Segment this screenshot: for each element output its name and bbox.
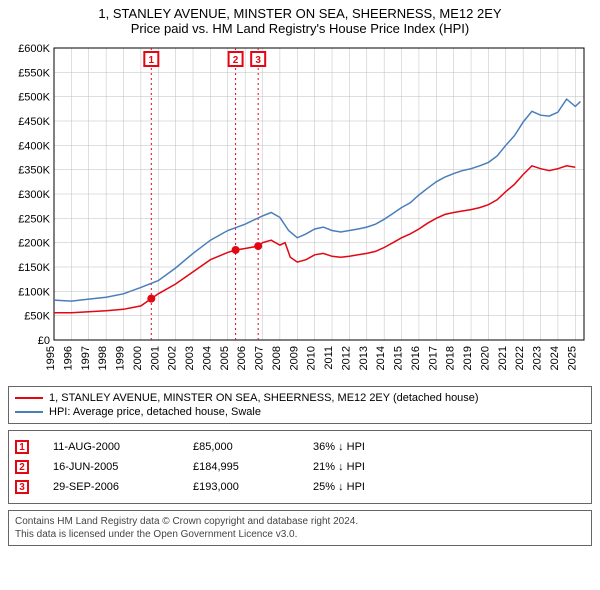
svg-text:£600K: £600K (18, 43, 50, 55)
transaction-diff: 21% ↓ HPI (313, 461, 433, 473)
transaction-row: 2 16-JUN-2005£184,99521% ↓ HPI (15, 457, 585, 477)
svg-text:£250K: £250K (18, 213, 50, 225)
svg-text:£50K: £50K (24, 311, 50, 323)
svg-text:2010: 2010 (306, 346, 318, 370)
transaction-date: 11-AUG-2000 (53, 441, 193, 453)
svg-text:2004: 2004 (201, 346, 213, 370)
svg-text:2006: 2006 (236, 346, 248, 370)
transaction-price: £85,000 (193, 441, 313, 453)
svg-text:2016: 2016 (410, 346, 422, 370)
chart-title-address: 1, STANLEY AVENUE, MINSTER ON SEA, SHEER… (8, 6, 592, 21)
transactions-table: 1 11-AUG-2000£85,00036% ↓ HPI 2 16-JUN-2005… (8, 430, 592, 504)
transaction-badge: 2 (15, 460, 29, 474)
svg-text:2025: 2025 (566, 346, 578, 370)
price-chart: £0 £50K £100K £150K £200K £250K £300K £350K £400… (8, 40, 592, 380)
svg-text:2015: 2015 (393, 346, 405, 370)
svg-text:2018: 2018 (445, 346, 457, 370)
svg-text:1995: 1995 (45, 346, 57, 370)
svg-text:£350K: £350K (18, 165, 50, 177)
svg-text:2022: 2022 (514, 346, 526, 370)
svg-text:1996: 1996 (62, 346, 74, 370)
svg-text:2005: 2005 (219, 346, 231, 370)
svg-text:1999: 1999 (115, 346, 127, 370)
legend-item: 1, STANLEY AVENUE, MINSTER ON SEA, SHEER… (15, 391, 585, 405)
attribution-line1: Contains HM Land Registry data © Crown c… (15, 515, 585, 528)
svg-text:3: 3 (255, 55, 261, 66)
transaction-price: £193,000 (193, 481, 313, 493)
svg-text:2007: 2007 (254, 346, 266, 370)
transaction-diff: 25% ↓ HPI (313, 481, 433, 493)
attribution-line2: This data is licensed under the Open Gov… (15, 528, 585, 541)
svg-text:£150K: £150K (18, 262, 50, 274)
svg-text:£100K: £100K (18, 286, 50, 298)
legend: 1, STANLEY AVENUE, MINSTER ON SEA, SHEER… (8, 386, 592, 424)
data-attribution: Contains HM Land Registry data © Crown c… (8, 510, 592, 546)
svg-text:2021: 2021 (497, 346, 509, 370)
legend-item: HPI: Average price, detached house, Swal… (15, 405, 585, 419)
transaction-badge: 1 (15, 440, 29, 454)
transaction-row: 1 11-AUG-2000£85,00036% ↓ HPI (15, 437, 585, 457)
legend-swatch (15, 397, 43, 399)
legend-label: 1, STANLEY AVENUE, MINSTER ON SEA, SHEER… (49, 392, 479, 404)
svg-text:2012: 2012 (340, 346, 352, 370)
legend-swatch (15, 411, 43, 413)
svg-text:2008: 2008 (271, 346, 283, 370)
svg-text:£0: £0 (38, 335, 50, 347)
transaction-badge: 3 (15, 480, 29, 494)
svg-text:2009: 2009 (288, 346, 300, 370)
svg-text:2001: 2001 (149, 346, 161, 370)
svg-text:£300K: £300K (18, 189, 50, 201)
transaction-row: 3 29-SEP-2006£193,00025% ↓ HPI (15, 477, 585, 497)
svg-text:£500K: £500K (18, 92, 50, 104)
svg-text:2011: 2011 (323, 346, 335, 370)
svg-text:2013: 2013 (358, 346, 370, 370)
svg-text:2002: 2002 (167, 346, 179, 370)
svg-text:2024: 2024 (549, 346, 561, 370)
transaction-date: 16-JUN-2005 (53, 461, 193, 473)
svg-text:1: 1 (149, 55, 155, 66)
svg-text:2023: 2023 (532, 346, 544, 370)
svg-text:£200K: £200K (18, 238, 50, 250)
svg-text:£550K: £550K (18, 67, 50, 79)
transaction-diff: 36% ↓ HPI (313, 441, 433, 453)
svg-text:2014: 2014 (375, 346, 387, 370)
svg-text:2017: 2017 (427, 346, 439, 370)
svg-text:2003: 2003 (184, 346, 196, 370)
svg-text:2000: 2000 (132, 346, 144, 370)
svg-text:1997: 1997 (80, 346, 92, 370)
svg-text:2: 2 (233, 55, 239, 66)
svg-text:2019: 2019 (462, 346, 474, 370)
chart-title-subtitle: Price paid vs. HM Land Registry's House … (8, 21, 592, 36)
svg-text:2020: 2020 (479, 346, 491, 370)
svg-text:1998: 1998 (97, 346, 109, 370)
legend-label: HPI: Average price, detached house, Swal… (49, 406, 261, 418)
svg-text:£400K: £400K (18, 140, 50, 152)
transaction-date: 29-SEP-2006 (53, 481, 193, 493)
transaction-price: £184,995 (193, 461, 313, 473)
svg-text:£450K: £450K (18, 116, 50, 128)
